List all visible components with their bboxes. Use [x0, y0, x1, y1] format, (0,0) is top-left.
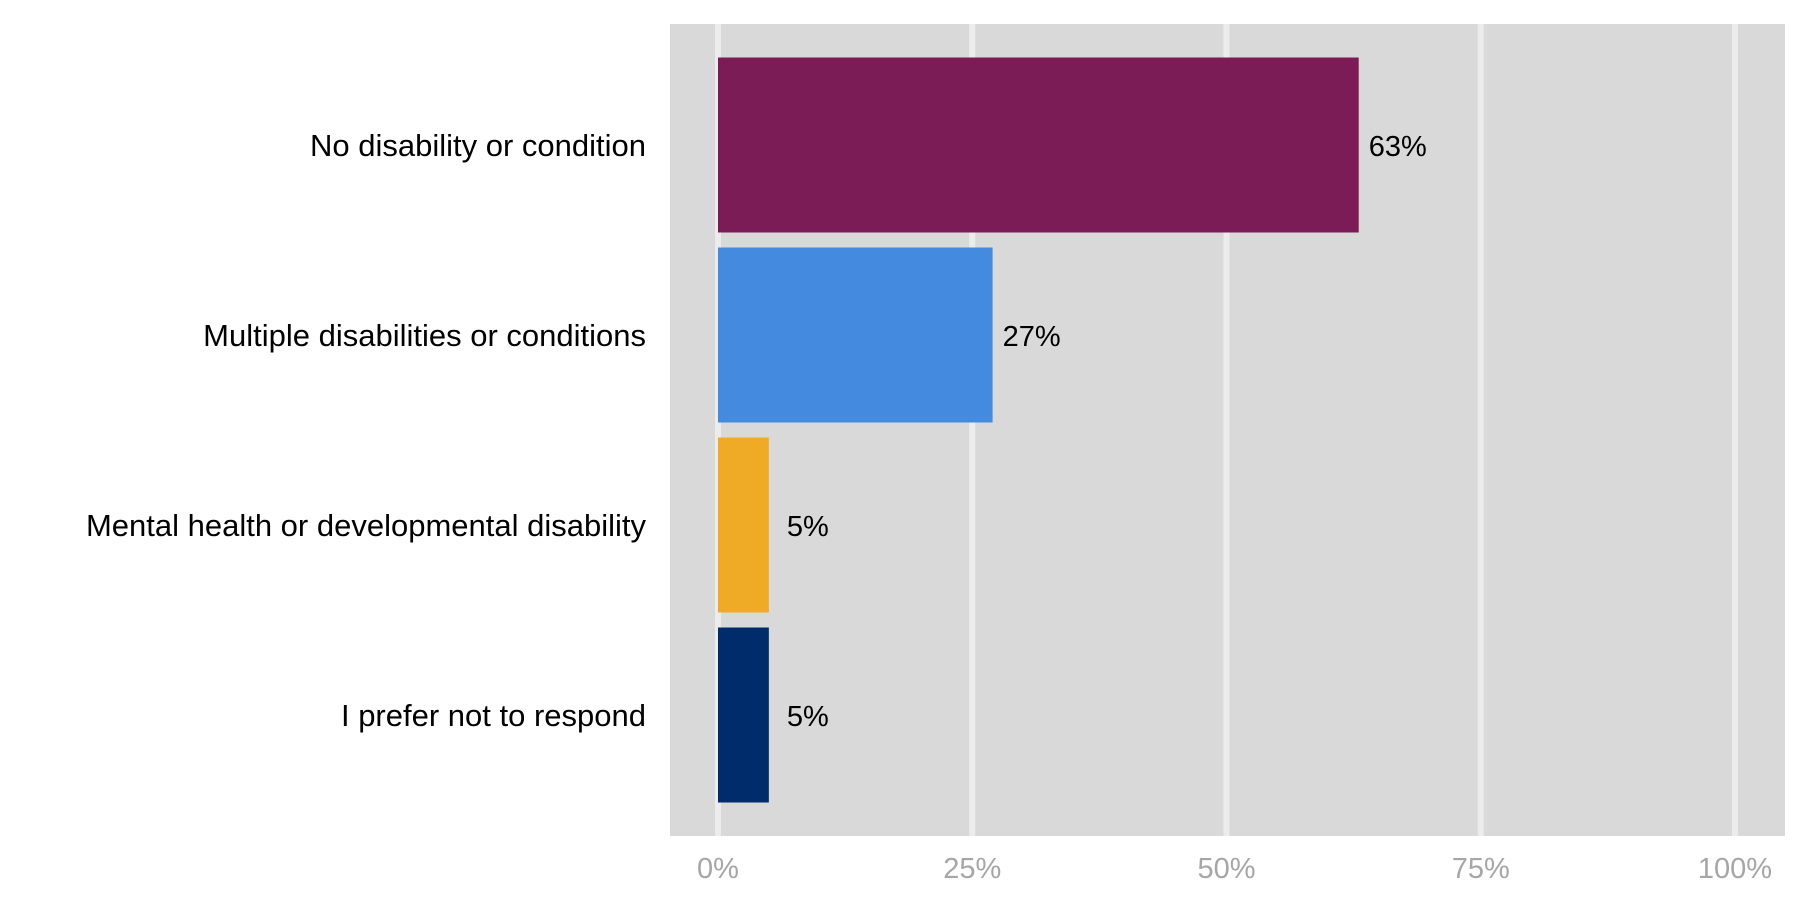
category-label: No disability or condition: [310, 128, 646, 163]
x-tick-label: 75%: [1452, 853, 1510, 885]
bar: [718, 247, 993, 423]
category-label: I prefer not to respond: [341, 698, 646, 733]
category-label: Multiple disabilities or conditions: [203, 318, 646, 353]
category-labels: No disability or condition Multiple disab…: [86, 128, 647, 733]
x-tick-label: 0%: [697, 853, 739, 885]
bar: [718, 627, 769, 803]
x-axis-tick-labels: 0% 25% 50% 75% 100%: [697, 853, 1772, 885]
x-tick-label: 50%: [1197, 853, 1255, 885]
data-label: 5%: [787, 701, 829, 733]
bars: [718, 57, 1359, 803]
data-label: 5%: [787, 511, 829, 543]
x-tick-label: 100%: [1698, 853, 1772, 885]
bar: [718, 57, 1359, 233]
data-labels: 63% 27% 5% 5%: [787, 131, 1427, 733]
data-label: 63%: [1369, 131, 1427, 163]
x-tick-label: 25%: [943, 853, 1001, 885]
category-label: Mental health or developmental disabilit…: [86, 508, 647, 543]
data-label: 27%: [1003, 321, 1061, 353]
bar: [718, 437, 769, 613]
